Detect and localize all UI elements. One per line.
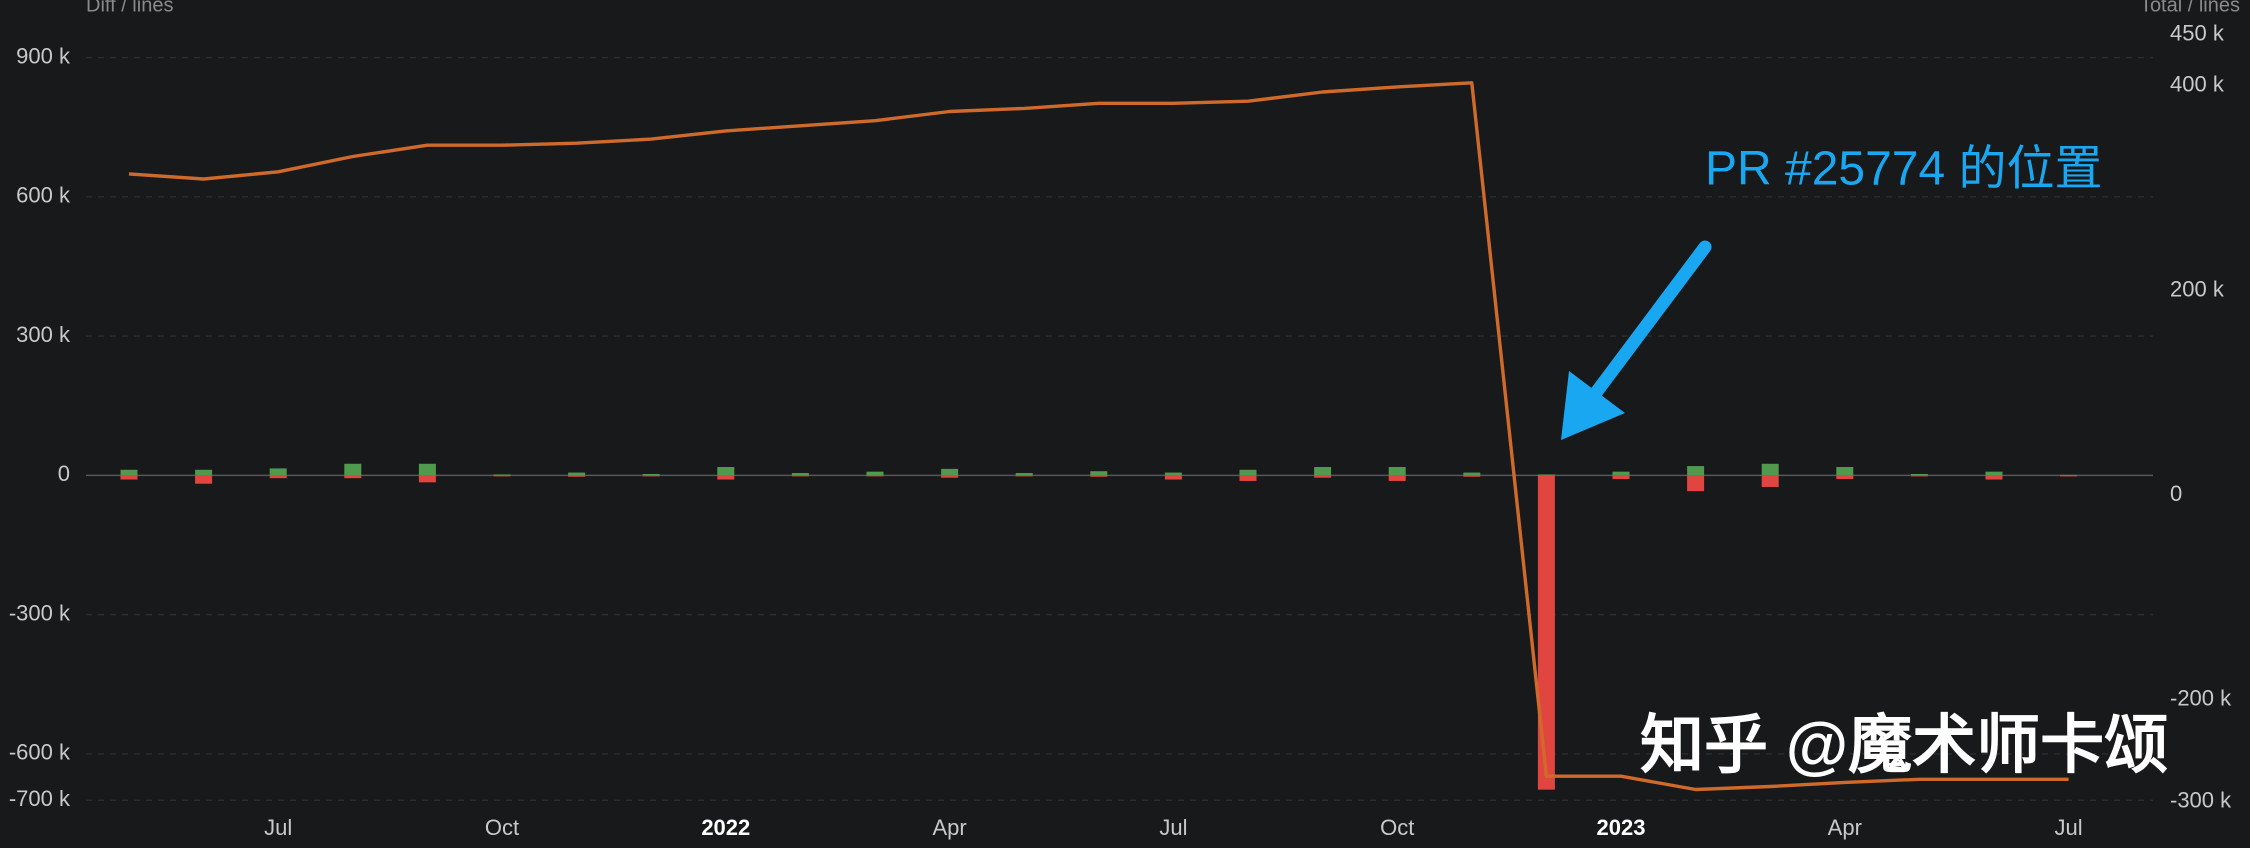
bar	[1761, 463, 1779, 476]
x-tick-label: 2023	[1597, 815, 1646, 840]
y-tick-label: -600 k	[9, 740, 71, 765]
bar	[568, 475, 586, 477]
bar	[1164, 475, 1182, 480]
bar	[1239, 469, 1257, 476]
bar	[1687, 466, 1705, 476]
y-tick-label: -300 k	[9, 600, 71, 625]
y2-tick-label: 400 k	[2170, 72, 2225, 97]
bar	[1463, 472, 1481, 476]
x-tick-label: Jul	[2055, 815, 2083, 840]
x-tick-label: Apr	[1828, 815, 1862, 840]
bar	[493, 474, 511, 476]
bar	[717, 467, 735, 476]
y-tick-label: 600 k	[16, 183, 71, 208]
bar	[1463, 475, 1481, 477]
bar	[866, 475, 884, 477]
bar	[1910, 475, 1928, 477]
bar	[195, 469, 213, 476]
total-line	[128, 81, 2069, 792]
bar	[642, 473, 660, 476]
y-tick-label: 0	[58, 461, 70, 486]
bar	[1015, 473, 1033, 476]
bar	[1836, 475, 1854, 480]
bar	[120, 475, 138, 480]
bar	[1687, 475, 1705, 492]
x-tick-label: Jul	[264, 815, 292, 840]
bar	[1761, 475, 1779, 487]
bar	[1314, 475, 1332, 478]
marks	[120, 81, 2078, 792]
bar	[1239, 475, 1257, 481]
bar	[568, 472, 586, 476]
bar	[120, 469, 138, 476]
watermark: 知乎 @魔术师卡颂	[1640, 709, 2168, 781]
bar	[1612, 475, 1630, 480]
bar	[1612, 471, 1630, 476]
bar	[1985, 471, 2003, 476]
bar	[493, 475, 511, 477]
bar	[1090, 475, 1108, 477]
bar	[418, 475, 436, 483]
bar	[1388, 467, 1406, 476]
bar	[1836, 467, 1854, 476]
bar	[1164, 472, 1182, 476]
bar	[791, 475, 809, 477]
bar	[717, 475, 735, 480]
bar	[1388, 475, 1406, 481]
bar	[941, 468, 959, 476]
bar	[1314, 467, 1332, 476]
x-tick-label: 2022	[701, 815, 750, 840]
y-tick-label: -700 k	[9, 786, 71, 811]
y2-tick-label: -200 k	[2170, 685, 2232, 710]
bar	[1015, 475, 1033, 477]
annotation: PR #25774 的位置	[1705, 143, 2103, 196]
x-tick-label: Jul	[1159, 815, 1187, 840]
y-axis-title: Diff / lines	[86, 0, 173, 16]
x-tick-label: Oct	[1380, 815, 1414, 840]
bar	[642, 475, 660, 477]
y2-tick-label: 200 k	[2170, 276, 2225, 301]
bar	[1090, 471, 1108, 476]
y-tick-label: 900 k	[16, 43, 71, 68]
bar	[1537, 475, 1555, 790]
y2-tick-label: -300 k	[2170, 788, 2232, 813]
y2-tick-label: 0	[2170, 481, 2182, 506]
x-tick-label: Apr	[932, 815, 966, 840]
bar	[866, 471, 884, 476]
bar	[418, 463, 436, 476]
bar	[1537, 474, 1555, 476]
bar	[269, 475, 287, 479]
y2-tick-label: 450 k	[2170, 21, 2225, 46]
y-tick-label: 300 k	[16, 322, 71, 347]
bar	[791, 473, 809, 476]
bar	[1985, 475, 2003, 480]
annotation-arrow-shaft	[1585, 240, 1712, 405]
bar	[195, 475, 213, 484]
x-tick-label: Oct	[485, 815, 519, 840]
bar	[941, 475, 959, 478]
y2-axis-title: Total / lines	[2140, 0, 2240, 16]
bar	[344, 475, 362, 479]
bar	[344, 463, 362, 476]
bar	[1910, 473, 1928, 476]
bar	[2060, 475, 2078, 477]
annotation-arrow-head	[1561, 371, 1625, 440]
bar	[269, 468, 287, 476]
